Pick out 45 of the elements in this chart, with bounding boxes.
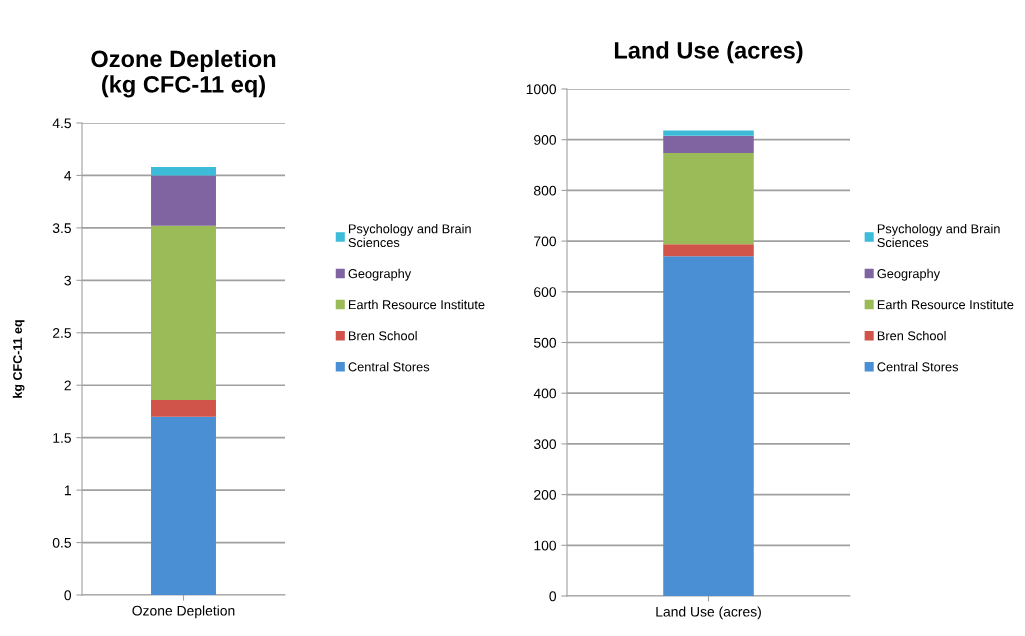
text: Land Use (acres)	[656, 606, 761, 620]
legend-label: Central Stores	[348, 362, 430, 372]
legend-label: Bren School	[877, 330, 946, 341]
legend-label: Geography	[877, 268, 941, 281]
y-tick-label: 0.5	[52, 537, 71, 548]
bar	[663, 135, 754, 153]
bar	[151, 175, 216, 226]
bar	[663, 256, 754, 596]
y-tick-label: 0	[64, 590, 72, 601]
legend-label: Psychology and Brain Sciences	[348, 223, 471, 248]
chart-title: (kg CFC-11 eq)	[102, 75, 265, 98]
y-tick-label: 700	[534, 236, 557, 247]
category-label: Ozone Depletion	[132, 605, 235, 619]
y-tick-label: 2.5	[52, 328, 71, 338]
bar	[151, 416, 216, 595]
y-tick-label: 500	[533, 337, 557, 348]
y-tick-label: 4.5	[52, 118, 71, 129]
y-tick-label: 0	[549, 591, 557, 602]
y-axis-title: kg CFC-11 eq	[12, 320, 25, 398]
y-tick-label: 1.5	[53, 433, 71, 443]
bar	[151, 225, 216, 400]
y-tick-label: 600	[534, 287, 557, 297]
legend-label: Psychology and Brain Sciences	[877, 223, 1000, 248]
y-tick-label: 1	[64, 485, 71, 496]
y-tick-label: 200	[534, 489, 557, 500]
legend-label: Bren School	[348, 330, 417, 341]
y-tick-label: 900	[534, 135, 557, 145]
y-tick-label: 4	[64, 170, 72, 181]
bar	[663, 244, 754, 257]
legend-label: Central Stores	[877, 362, 959, 372]
y-tick-label: 100	[534, 540, 557, 551]
y-tick-label: 400	[533, 388, 557, 399]
legend-label: Earth Resource Institute	[348, 299, 485, 310]
y-tick-label: 3.5	[52, 223, 71, 234]
y-tick-label: 3	[64, 275, 71, 286]
legend-label: Geography	[348, 268, 412, 281]
bar	[151, 167, 216, 176]
y-tick-label: 2	[64, 380, 71, 391]
y-tick-label: 1000	[526, 84, 557, 95]
bar	[151, 399, 216, 417]
y-tick-label: 800	[534, 185, 557, 196]
legend-label: Earth Resource Institute	[877, 299, 1014, 310]
bar	[663, 152, 754, 245]
bar	[663, 130, 754, 136]
y-tick-label: 300	[533, 439, 557, 450]
